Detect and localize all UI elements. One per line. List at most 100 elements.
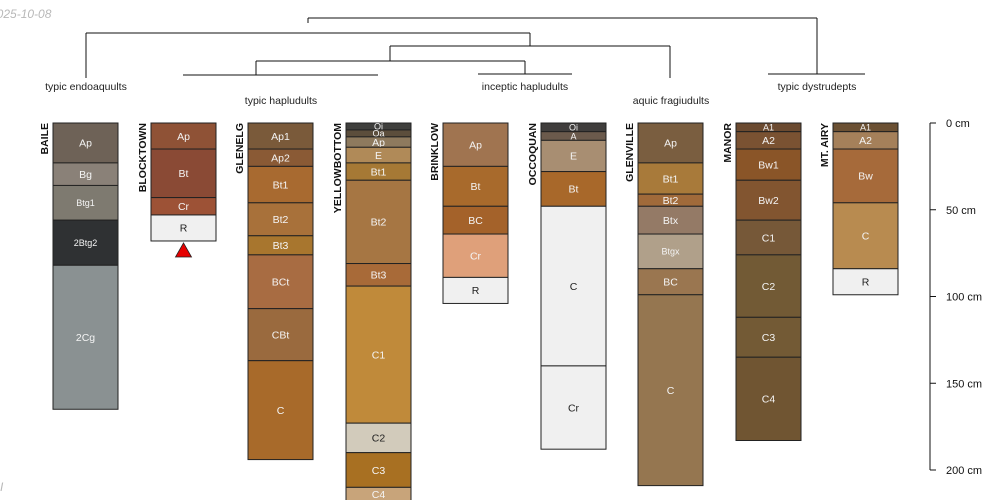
horizon-occoquan-e	[540, 139, 607, 173]
horizon-label-glenville-btgx: Btgx	[661, 247, 680, 257]
horizon-label-blocktown-cr: Cr	[178, 201, 190, 213]
horizon-label-brinklow-r: R	[472, 285, 480, 297]
horizon-manor-c3	[735, 316, 802, 358]
profile-name-glenelg: GLENELG	[234, 123, 246, 174]
profile-name-mt-airy: MT. AIRY	[819, 123, 831, 167]
depth-axis: 0 cm 50 cm 100 cm 150 cm 200 cm	[929, 118, 982, 477]
profile-name-occoquan: OCCOQUAN	[527, 123, 539, 185]
depth-tick-label: 150 cm	[946, 378, 982, 390]
horizon-label-glenelg-bct: BCt	[272, 277, 290, 289]
horizon-manor-c4	[735, 356, 802, 442]
horizon-label-yellowbottom-c4: C4	[372, 489, 386, 500]
horizon-label-manor-c3: C3	[762, 332, 776, 344]
horizon-label-yellowbottom-e: E	[375, 150, 382, 162]
horizon-label-yellowbottom-bt3: Bt3	[371, 270, 387, 282]
horizon-label-occoquan-oi: Oi	[569, 123, 578, 133]
horizon-label-yellowbottom-bt2: Bt2	[371, 217, 387, 229]
horizon-label-glenelg-c: C	[277, 405, 285, 417]
horizon-label-baile-2cg: 2Cg	[76, 332, 95, 344]
horizon-label-glenelg-ap1: Ap1	[271, 131, 290, 143]
horizon-label-glenville-bt2: Bt2	[663, 195, 679, 207]
horizon-label-manor-bw2: Bw2	[758, 195, 779, 207]
horizon-baile-2cg	[52, 264, 119, 410]
horizon-glenelg-bt2	[247, 202, 314, 237]
profile-glenelg: Ap1 Ap2 Bt1 Bt2 Bt3 BCt CBt C GLENELG	[234, 122, 314, 461]
horizon-mt-airy-bw	[832, 148, 899, 204]
horizon-brinklow-bt	[442, 165, 509, 207]
horizon-baile-ap	[52, 122, 119, 164]
horizon-label-occoquan-bt: Bt	[569, 184, 579, 196]
horizon-label-mt-airy-a1: A1	[860, 123, 871, 133]
date-stamp: 2025-10-08	[0, 7, 52, 21]
horizon-label-baile-2btg2: 2Btg2	[74, 238, 98, 248]
horizon-blocktown-r	[150, 214, 217, 242]
horizon-label-glenelg-bt1: Bt1	[273, 179, 289, 191]
profile-name-manor: MANOR	[722, 123, 734, 163]
horizon-manor-c1	[735, 219, 802, 256]
horizon-label-glenville-bt1: Bt1	[663, 173, 679, 185]
horizon-brinklow-bc	[442, 205, 509, 235]
horizon-label-blocktown-bt: Bt	[179, 168, 189, 180]
horizon-mt-airy-c	[832, 202, 899, 270]
horizon-glenville-bc	[637, 268, 704, 296]
horizon-label-glenville-btx: Btx	[663, 215, 679, 227]
depth-tick-label: 200 cm	[946, 465, 982, 477]
horizon-label-occoquan-cr: Cr	[568, 402, 580, 414]
horizon-manor-bw2	[735, 179, 802, 221]
horizon-brinklow-cr	[442, 233, 509, 278]
horizon-label-blocktown-ap: Ap	[177, 131, 190, 143]
horizon-baile-btg1	[52, 184, 119, 221]
profile-glenville: Ap Bt1 Bt2 Btx Btgx BC C GLENVILLE	[624, 122, 704, 487]
horizon-glenville-c	[637, 294, 704, 487]
horizon-label-mt-airy-r: R	[862, 277, 870, 289]
dendrogram	[85, 17, 865, 78]
depth-tick-label: 50 cm	[946, 205, 976, 217]
horizon-label-brinklow-bc: BC	[468, 215, 483, 227]
group-label-inceptic-hapludults: inceptic hapludults	[482, 81, 568, 93]
horizon-yellowbottom-c3	[345, 452, 412, 488]
profile-baile: Ap Bg Btg1 2Btg2 2Cg BAILE	[39, 122, 119, 410]
profile-blocktown: Ap Bt Cr R BLOCKTOWN	[137, 122, 217, 242]
horizon-yellowbottom-c2	[345, 422, 412, 454]
horizon-label-glenelg-ap2: Ap2	[271, 152, 290, 164]
horizon-label-yellowbottom-c2: C2	[372, 433, 386, 445]
horizon-glenelg-cbt	[247, 308, 314, 362]
horizon-label-mt-airy-a2: A2	[859, 135, 872, 147]
group-label-typic-hapludults: typic hapludults	[245, 95, 317, 107]
horizon-label-manor-a1: A1	[763, 123, 774, 133]
group-labels: typic endoaquults typic hapludults incepti…	[45, 81, 856, 107]
group-label-aquic-fragiudults: aquic fragiudults	[633, 95, 709, 107]
horizon-brinklow-ap	[442, 122, 509, 167]
horizon-label-occoquan-e: E	[570, 151, 577, 163]
horizon-manor-c2	[735, 254, 802, 318]
horizon-label-mt-airy-bw: Bw	[858, 171, 873, 183]
profile-manor: A1 A2 Bw1 Bw2 C1 C2 C3 C4 MANOR	[722, 122, 802, 442]
horizon-label-yellowbottom-ap: Ap	[372, 137, 385, 149]
horizon-label-blocktown-r: R	[180, 223, 188, 235]
horizon-label-baile-ap: Ap	[79, 138, 92, 150]
bedrock-marker	[174, 242, 193, 258]
corner-stamp: I	[0, 480, 4, 494]
horizon-label-mt-airy-c: C	[862, 231, 870, 243]
horizon-label-occoquan-a: A	[570, 131, 576, 141]
horizon-label-manor-c1: C1	[762, 232, 776, 244]
horizon-label-brinklow-cr: Cr	[470, 251, 482, 263]
group-label-typic-dystrudepts: typic dystrudepts	[778, 81, 857, 93]
horizon-blocktown-ap	[150, 122, 217, 150]
horizon-glenelg-c	[247, 360, 314, 461]
horizon-label-yellowbottom-c1: C1	[372, 349, 386, 361]
horizon-label-yellowbottom-oi: Oi	[374, 122, 383, 132]
horizon-baile-2btg2	[52, 219, 119, 266]
group-label-typic-endoaquults: typic endoaquults	[45, 81, 127, 93]
horizon-yellowbottom-c1	[345, 285, 412, 424]
horizon-yellowbottom-c4	[345, 486, 412, 500]
soil-profiles: Ap Bg Btg1 2Btg2 2Cg BAILE Ap Bt Cr R BLOCKTOWN Ap1…	[39, 122, 899, 500]
horizon-label-baile-btg1: Btg1	[76, 198, 95, 208]
horizon-occoquan-c	[540, 205, 607, 367]
horizon-label-brinklow-ap: Ap	[469, 139, 482, 151]
depth-tick-label: 0 cm	[946, 118, 970, 130]
depth-tick-label: 100 cm	[946, 292, 982, 304]
